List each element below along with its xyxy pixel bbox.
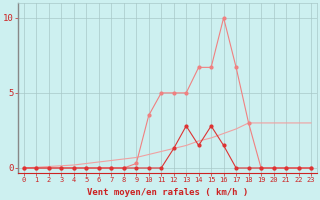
X-axis label: Vent moyen/en rafales ( km/h ): Vent moyen/en rafales ( km/h ) xyxy=(87,188,248,197)
